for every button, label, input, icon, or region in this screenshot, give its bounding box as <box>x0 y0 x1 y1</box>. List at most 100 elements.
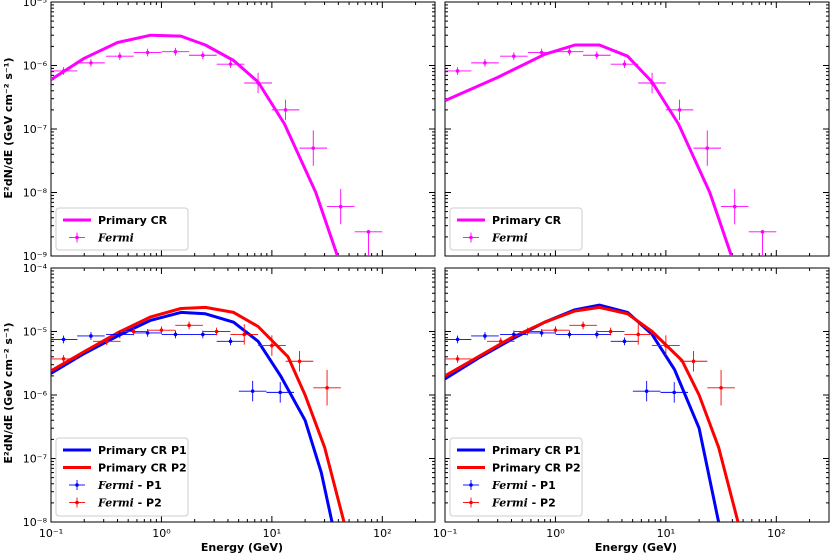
x-tick-label: 10² <box>767 527 785 540</box>
marker <box>512 332 516 337</box>
series-line-primary-cr-p1 <box>51 310 334 522</box>
data-point <box>175 321 203 330</box>
legend-label-suffix: - P2 <box>528 497 556 510</box>
marker <box>567 49 572 54</box>
legend-label-suffix: - P1 <box>528 479 556 492</box>
x-tick-label: 10⁻¹ <box>39 527 63 540</box>
marker <box>145 331 150 335</box>
y-tick-label: 10⁻⁵ <box>23 326 47 339</box>
series-line-primary-cr-p2 <box>51 305 346 522</box>
legend-marker-swatch <box>469 483 473 487</box>
legend-entry: Fermi <box>463 232 528 245</box>
legend-entry: Fermi <box>69 232 134 245</box>
data-point <box>693 130 722 166</box>
data-point <box>445 67 472 75</box>
panel-bottom-right: 10⁻¹ 10⁰ 10¹ 10² Primary CR P1 Primary CR P2 F… <box>433 267 830 540</box>
marker <box>283 108 288 112</box>
marker <box>455 337 460 342</box>
upper-limit-arrow <box>366 260 372 265</box>
data-point <box>161 330 190 339</box>
x-tick-label: 10⁰ <box>546 527 565 540</box>
marker <box>677 108 682 112</box>
data-point <box>720 188 749 225</box>
marker <box>525 329 530 334</box>
series-line-primary-cr-p2 <box>445 305 740 522</box>
panel-top-left: 10⁻⁹ 10⁻⁸ 10⁻⁷ 10⁻⁶ 10⁻⁵ Primary CR Fermi <box>23 0 436 265</box>
marker <box>366 230 371 234</box>
y-tick-label: 10⁻⁴ <box>23 262 48 275</box>
series-line-primary-cr <box>445 43 734 256</box>
marker <box>644 389 649 393</box>
data-point <box>610 337 639 346</box>
marker <box>89 61 93 65</box>
data-point <box>299 130 328 166</box>
plot-area <box>51 33 383 265</box>
data-point <box>665 99 694 121</box>
legend-entry: Primary CR P2 <box>63 462 187 475</box>
legend-label: Primary CR <box>492 214 562 227</box>
x-axis-label-left: Energy (GeV) <box>201 541 283 554</box>
y-axis-label-bottom: E²dN/dE (GeV cm⁻² s⁻¹) <box>2 322 15 463</box>
marker <box>228 62 233 66</box>
legend-label: Fermi <box>97 232 134 245</box>
y-tick-label: 10⁻⁷ <box>23 123 47 136</box>
marker <box>173 332 178 337</box>
marker <box>672 390 677 395</box>
marker <box>719 385 723 390</box>
data-point <box>216 337 245 346</box>
data-point <box>271 99 300 121</box>
legend-label: Primary CR P2 <box>98 462 187 475</box>
y-tick-label: 10⁻⁶ <box>23 60 48 73</box>
y-tick-label: 10⁻⁶ <box>23 389 48 402</box>
data-point <box>513 327 542 336</box>
data-point <box>77 332 105 340</box>
legend-entry: Primary CR P1 <box>457 444 581 457</box>
data-point <box>202 327 231 336</box>
marker <box>483 334 487 338</box>
x-tick-label: 10² <box>373 527 391 540</box>
marker <box>650 81 654 85</box>
panel-top-right: Primary CR Fermi <box>444 1 830 265</box>
data-point <box>679 351 708 372</box>
legend-label: Primary CR P1 <box>492 444 581 457</box>
legend-marker-swatch <box>469 235 473 240</box>
marker <box>732 204 737 209</box>
legend-label: Fermi - P1 <box>97 479 162 492</box>
marker <box>455 69 460 73</box>
data-point <box>610 60 639 69</box>
marker <box>705 146 710 150</box>
legend-entry: Fermi - P1 <box>463 479 556 492</box>
legend-label: Primary CR <box>98 214 168 227</box>
marker <box>311 146 316 150</box>
data-point <box>313 370 341 406</box>
data-point <box>230 324 259 345</box>
legend-label: Primary CR P1 <box>98 444 187 457</box>
data-point <box>527 48 556 57</box>
y-tick-label: 10⁻⁸ <box>23 516 48 529</box>
marker <box>228 339 233 344</box>
marker <box>214 329 219 334</box>
data-point <box>471 332 499 340</box>
data-point <box>326 188 355 225</box>
upper-limit-arrow <box>760 260 766 265</box>
data-point <box>555 330 584 339</box>
data-point <box>624 324 653 345</box>
legend-label-suffix: - P1 <box>134 479 162 492</box>
legend-label: Fermi - P2 <box>97 497 162 510</box>
legend-label: Fermi <box>491 232 528 245</box>
data-point <box>596 327 625 336</box>
legend-label: Primary CR P2 <box>492 462 581 475</box>
marker <box>61 337 66 342</box>
marker <box>636 332 641 337</box>
data-point <box>106 52 134 61</box>
marker <box>61 357 66 361</box>
marker <box>664 343 668 348</box>
data-point <box>51 335 78 344</box>
marker <box>567 332 572 337</box>
data-point <box>632 380 661 402</box>
data-point <box>51 67 78 75</box>
legend-entry: Primary CR P2 <box>457 462 581 475</box>
marker <box>595 53 599 58</box>
data-point <box>354 230 383 265</box>
legend-marker-swatch <box>75 483 79 487</box>
